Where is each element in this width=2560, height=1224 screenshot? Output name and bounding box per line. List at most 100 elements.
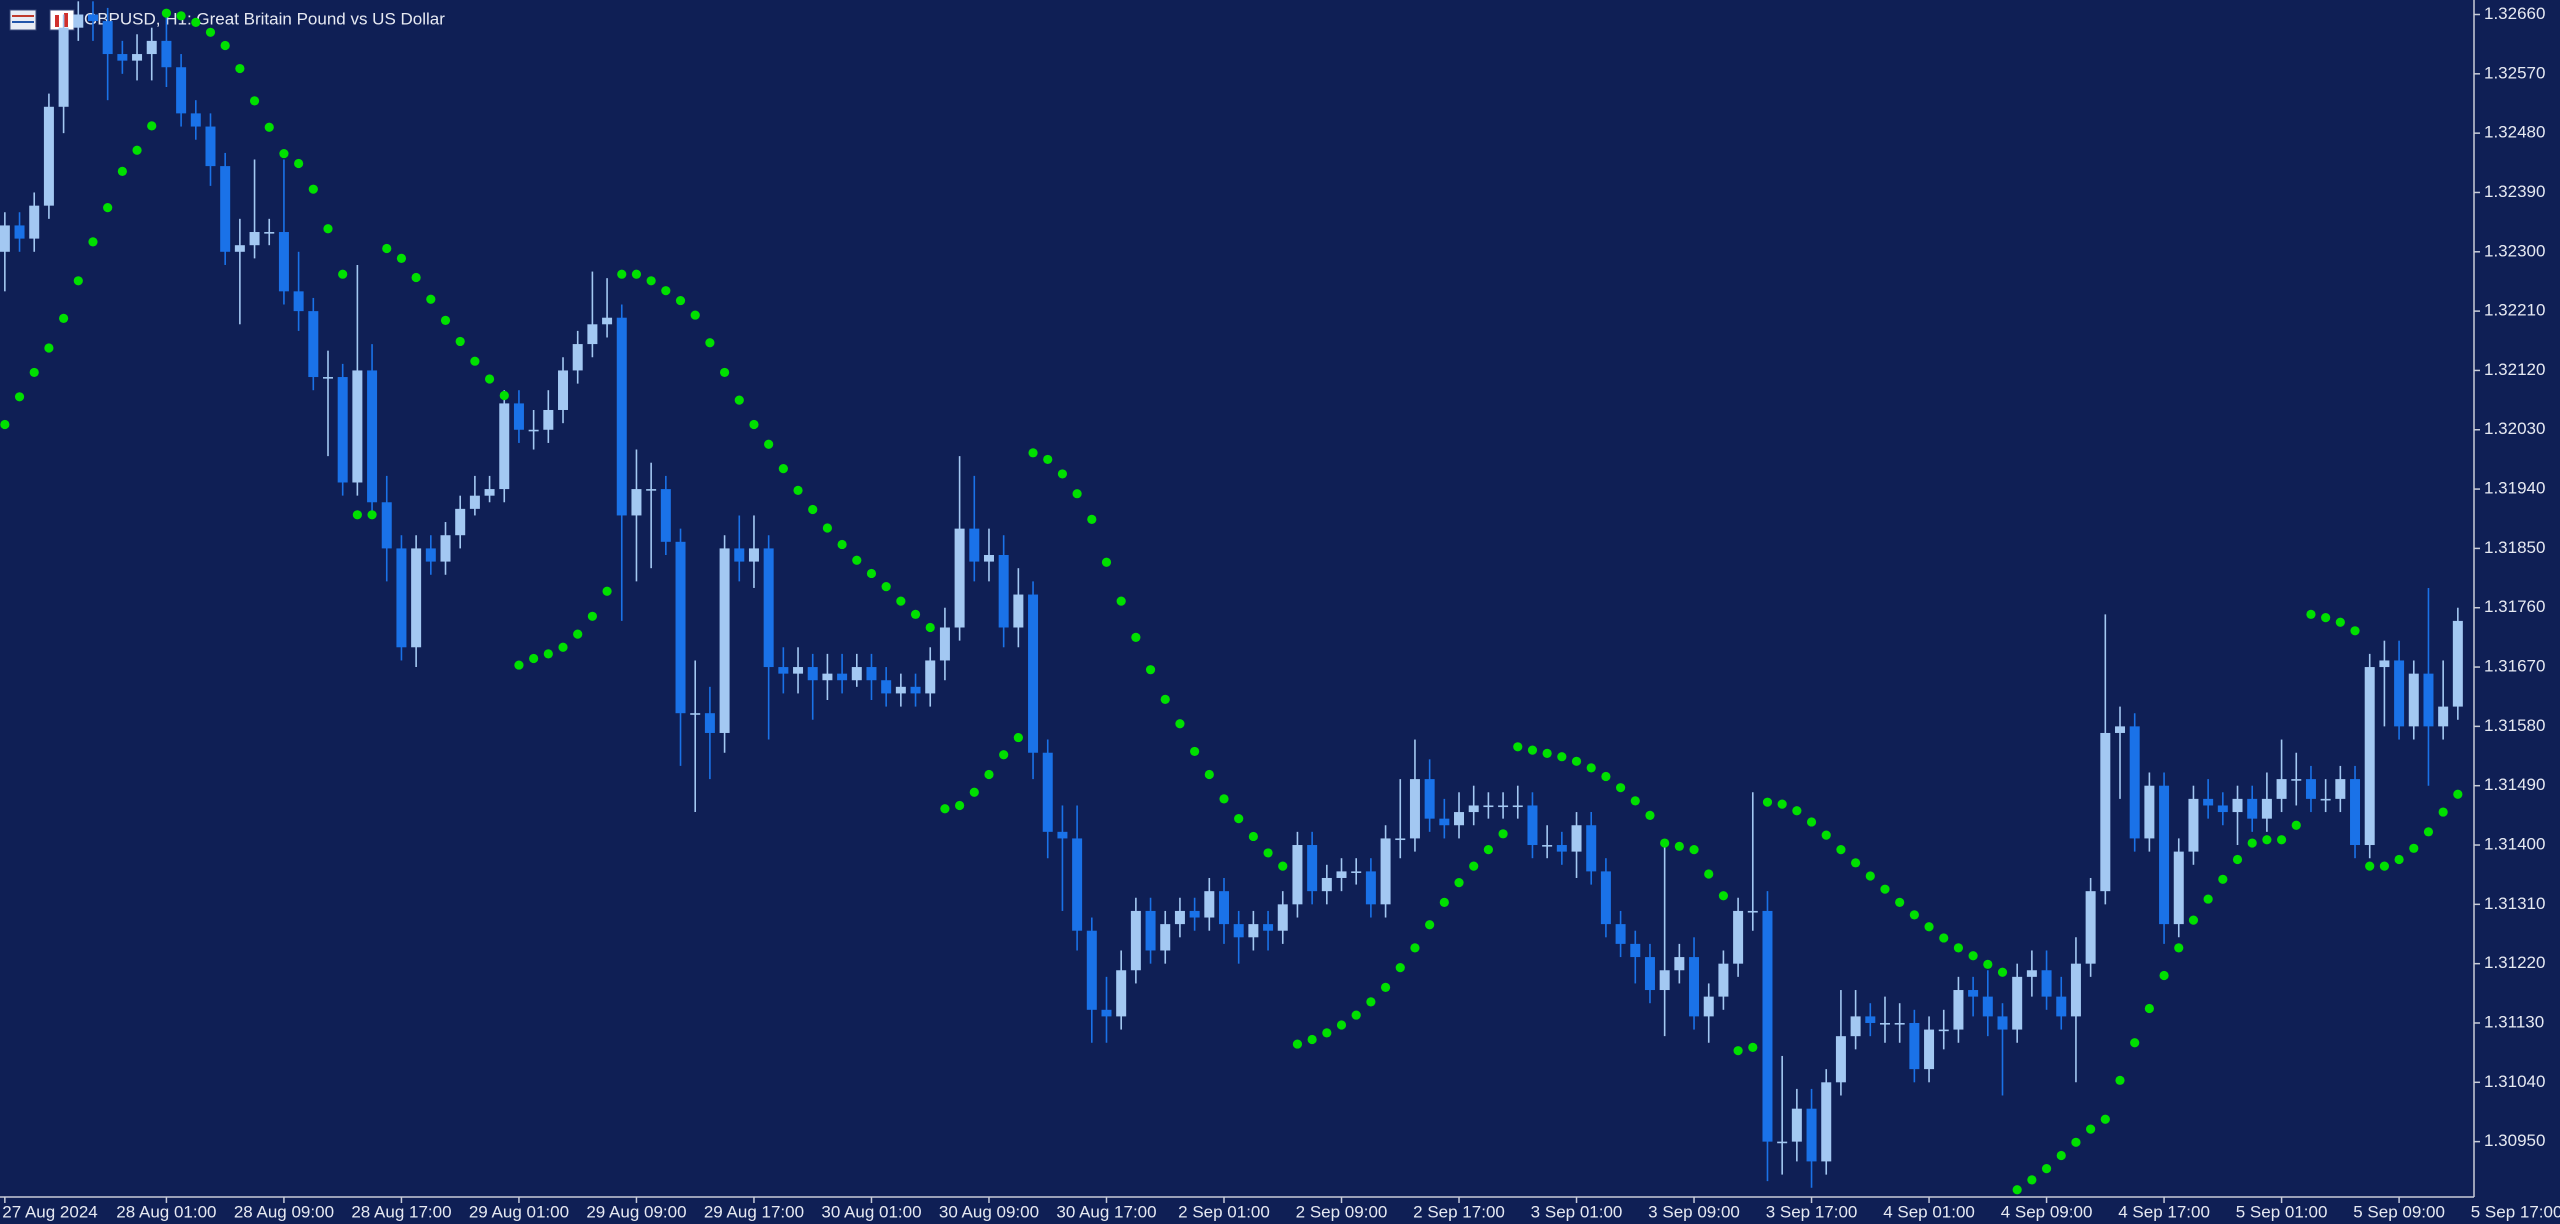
candle-body [411,548,422,648]
candle-body [719,548,730,733]
candle-body [1468,805,1479,813]
sar-dot [1674,841,1684,851]
sar-dot [1336,1020,1347,1030]
candle-body [293,291,304,312]
sar-dot [573,629,583,639]
chart-icons [9,9,75,31]
candle-body [910,686,921,694]
sar-dot [764,439,774,449]
sar-dot [1630,796,1640,806]
sar-dot [1395,963,1405,973]
candle-body [14,225,25,239]
sar-dot [264,122,274,132]
candle-body [176,67,187,114]
candle-body [1909,1022,1920,1070]
sar-dot [1043,454,1053,465]
sar-dot [440,315,451,325]
sar-dot [631,269,642,279]
sar-dot [661,286,671,296]
sar-dot [1072,489,1082,499]
sar-dot [2453,789,2463,799]
sar-dot [1542,748,1552,758]
sar-dot [1586,763,1596,773]
candle-body [1086,930,1097,1010]
candle-body [2335,779,2346,799]
sar-dot [1615,783,1626,793]
sar-dot [529,653,539,664]
sar-dot [103,203,113,213]
sar-dot [2086,1124,2096,1134]
x-tick-label: 5 Sep 01:00 [2236,1202,2328,1221]
candle-body [1116,970,1127,1017]
candle-body [925,660,936,694]
candle-body [440,535,451,562]
x-tick-label: 27 Aug 2024 [2,1202,97,1221]
candle-body [337,377,348,483]
sar-dot [749,419,759,430]
sar-dot [1865,871,1875,881]
candle-body [822,673,833,681]
candle-body [132,54,143,61]
sar-dot [1704,869,1714,879]
candle-body [1439,818,1450,826]
candle-body [1659,970,1670,991]
sar-dot [499,390,509,401]
sar-dot [778,464,788,474]
sar-dot [88,237,98,247]
sar-dot [1366,997,1376,1007]
candle-body [0,225,10,252]
sar-dot [220,40,230,51]
y-tick-label: 1.31400 [2484,835,2545,854]
sar-dot [2100,1114,2110,1124]
candle-body [1924,1029,1935,1070]
candle-body [2364,667,2375,846]
candle-body [1321,877,1332,892]
sar-dot [910,609,921,619]
candle-body [2012,976,2023,1030]
sar-dot [2306,609,2316,619]
candle-body [2423,673,2434,727]
sar-dot [1380,982,1391,992]
candle-body [469,495,480,509]
sar-dot [866,568,877,579]
x-tick-label: 4 Sep 09:00 [2001,1202,2093,1221]
candle-body [1953,990,1964,1030]
sar-dot [1101,557,1112,567]
sar-dot [308,184,318,194]
sar-dot [2276,835,2287,845]
sar-dot [117,166,127,176]
sar-dot [2232,854,2243,865]
candle-body [675,541,686,714]
candle-body [102,21,113,55]
sar-dot [2012,1185,2022,1195]
candle-body [954,528,965,628]
sar-dot [1057,469,1068,479]
sar-dot [999,750,1009,760]
candle-body [807,667,818,681]
candle-body [704,713,715,733]
x-tick-label: 28 Aug 17:00 [351,1202,451,1221]
sar-dot [2174,943,2184,953]
sar-dot [822,523,833,533]
sar-dot [1733,1046,1743,1056]
candle-body [2408,673,2419,727]
candle-body [234,245,245,252]
candle-body [1968,990,1979,997]
sar-dot [1777,799,1787,809]
candle-body [690,713,701,715]
sar-dot [249,96,260,106]
y-tick-label: 1.31130 [2484,1012,2544,1031]
candle-body [998,554,1009,628]
sar-dot [2071,1137,2081,1147]
candle-body [1204,891,1215,918]
sar-dot [1748,1042,1758,1052]
chart-title: GBPUSD, H1: Great Britain Pound vs US Do… [84,9,445,28]
candle-body [2394,660,2405,727]
candle-body [1938,1029,1949,1032]
candle-body [2261,798,2272,819]
sar-dot [1454,877,1464,888]
candle-body [1600,871,1611,925]
candle-body [1703,996,1714,1017]
candle-body [381,502,392,549]
